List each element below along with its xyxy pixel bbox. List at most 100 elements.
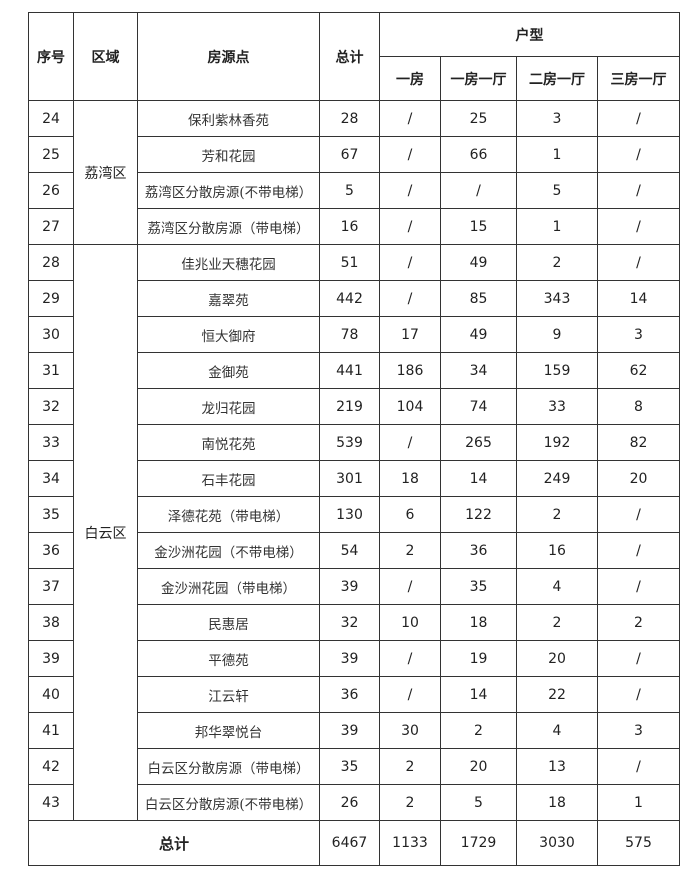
source-name: 泽德花苑（带电梯） <box>137 496 320 533</box>
type-2-count: 265 <box>440 424 517 461</box>
type-3-count: 1 <box>516 208 598 245</box>
row-total: 39 <box>319 640 380 677</box>
type-2-count: 49 <box>440 316 517 353</box>
type-3-count: 192 <box>516 424 598 461</box>
row-index: 43 <box>28 784 74 821</box>
table-row: 39 平德苑 39/19 20/ <box>28 640 680 677</box>
source-name: 江云轩 <box>137 676 320 713</box>
row-total: 54 <box>319 532 380 569</box>
type-2-count: 35 <box>440 568 517 605</box>
row-index: 29 <box>28 280 74 317</box>
type-1-count: 2 <box>379 748 441 785</box>
type-4-count: / <box>597 172 680 209</box>
row-index: 39 <box>28 640 74 677</box>
row-total: 28 <box>319 100 380 137</box>
type-3-count: 33 <box>516 388 598 425</box>
housing-table: 序号 区域 房源点 总计 户型 一房 一房一厅 二房一厅 三房一厅 24 荔湾区保… <box>28 12 680 866</box>
row-total: 67 <box>319 136 380 173</box>
type-3-count: 5 <box>516 172 598 209</box>
type-3-count: 343 <box>516 280 598 317</box>
table-row: 29 嘉翠苑 442/85 343 14 <box>28 280 680 317</box>
source-name: 龙归花园 <box>137 388 320 425</box>
source-name: 南悦花苑 <box>137 424 320 461</box>
row-total: 39 <box>319 712 380 749</box>
type-1-count: 2 <box>379 532 441 569</box>
table-row: 38 民惠居 32 10 18 2 2 <box>28 604 680 641</box>
row-total: 39 <box>319 568 380 605</box>
row-total: 78 <box>319 316 380 353</box>
type-1-count: / <box>379 244 441 281</box>
table-row: 40 江云轩 36/14 22/ <box>28 676 680 713</box>
type-4-count: / <box>597 532 680 569</box>
row-index: 24 <box>28 100 74 137</box>
type-1-count: / <box>379 136 441 173</box>
type-2-count: 5 <box>440 784 517 821</box>
type-2-count: 85 <box>440 280 517 317</box>
row-index: 30 <box>28 316 74 353</box>
row-index: 41 <box>28 712 74 749</box>
row-index: 34 <box>28 460 74 497</box>
table-row: 24 荔湾区 保利紫林香苑 28/25 3/ <box>28 100 680 245</box>
type-1-count: 6 <box>379 496 441 533</box>
type-1-count: 18 <box>379 460 441 497</box>
header-total: 总计 <box>319 12 380 101</box>
type-4-count: 82 <box>597 424 680 461</box>
type-1-count: 10 <box>379 604 441 641</box>
type-2-count: 15 <box>440 208 517 245</box>
table-body: 24 荔湾区 保利紫林香苑 28/25 3/25 芳和花园 67/66 1/26 荔湾区分散房源… <box>28 100 680 821</box>
type-3-count: 249 <box>516 460 598 497</box>
table-row: 34 石丰花园 301 18 14 249 20 <box>28 460 680 497</box>
type-3-count: 4 <box>516 568 598 605</box>
type-1-count: 2 <box>379 784 441 821</box>
table-row: 28 白云区 佳兆业天穗花园 51/49 2/ <box>28 244 680 821</box>
header-type-4: 三房一厅 <box>597 56 680 101</box>
table-row: 32 龙归花园 219 104 74 33 8 <box>28 388 680 425</box>
header-type-2: 一房一厅 <box>440 56 517 101</box>
type-4-count: 62 <box>597 352 680 389</box>
row-index: 38 <box>28 604 74 641</box>
type-3-count: 9 <box>516 316 598 353</box>
type-2-count: 14 <box>440 676 517 713</box>
source-name: 芳和花园 <box>137 136 320 173</box>
row-index: 36 <box>28 532 74 569</box>
row-index: 27 <box>28 208 74 245</box>
source-name: 金沙洲花园（不带电梯） <box>137 532 320 569</box>
type-4-count: / <box>597 100 680 137</box>
header-type-3: 二房一厅 <box>516 56 598 101</box>
type-4-count: / <box>597 568 680 605</box>
table-row: 36 金沙洲花园（不带电梯） 54 2 36 16/ <box>28 532 680 569</box>
total-label: 总计 <box>28 820 320 866</box>
type-1-count: / <box>379 208 441 245</box>
table-row: 43 白云区分散房源(不带电梯） 26 2 5 18 1 <box>28 784 680 821</box>
type-4-count: 3 <box>597 316 680 353</box>
row-index: 31 <box>28 352 74 389</box>
source-name: 白云区分散房源(不带电梯） <box>137 784 320 821</box>
row-index: 35 <box>28 496 74 533</box>
header-source: 房源点 <box>137 12 320 101</box>
row-total: 130 <box>319 496 380 533</box>
type-1-count: / <box>379 676 441 713</box>
source-name: 邦华翠悦台 <box>137 712 320 749</box>
row-index: 40 <box>28 676 74 713</box>
header-region: 区域 <box>73 12 138 101</box>
row-total: 26 <box>319 784 380 821</box>
type-3-count: 2 <box>516 244 598 281</box>
header-unit-type: 户型 <box>379 12 680 57</box>
total-type-3: 3030 <box>516 820 598 866</box>
type-2-count: 122 <box>440 496 517 533</box>
table-row: 41 邦华翠悦台 39 30 2 4 3 <box>28 712 680 749</box>
source-name: 荔湾区分散房源(不带电梯） <box>137 172 320 209</box>
source-name: 平德苑 <box>137 640 320 677</box>
header-index: 序号 <box>28 12 74 101</box>
row-index: 25 <box>28 136 74 173</box>
source-name: 金御苑 <box>137 352 320 389</box>
type-2-count: 19 <box>440 640 517 677</box>
total-type-4: 575 <box>597 820 680 866</box>
table-footer: 总计 6467 1133 1729 3030 575 <box>28 820 680 866</box>
type-2-count: 25 <box>440 100 517 137</box>
source-name: 恒大御府 <box>137 316 320 353</box>
source-name: 石丰花园 <box>137 460 320 497</box>
type-3-count: 4 <box>516 712 598 749</box>
row-total: 51 <box>319 244 380 281</box>
row-total: 301 <box>319 460 380 497</box>
